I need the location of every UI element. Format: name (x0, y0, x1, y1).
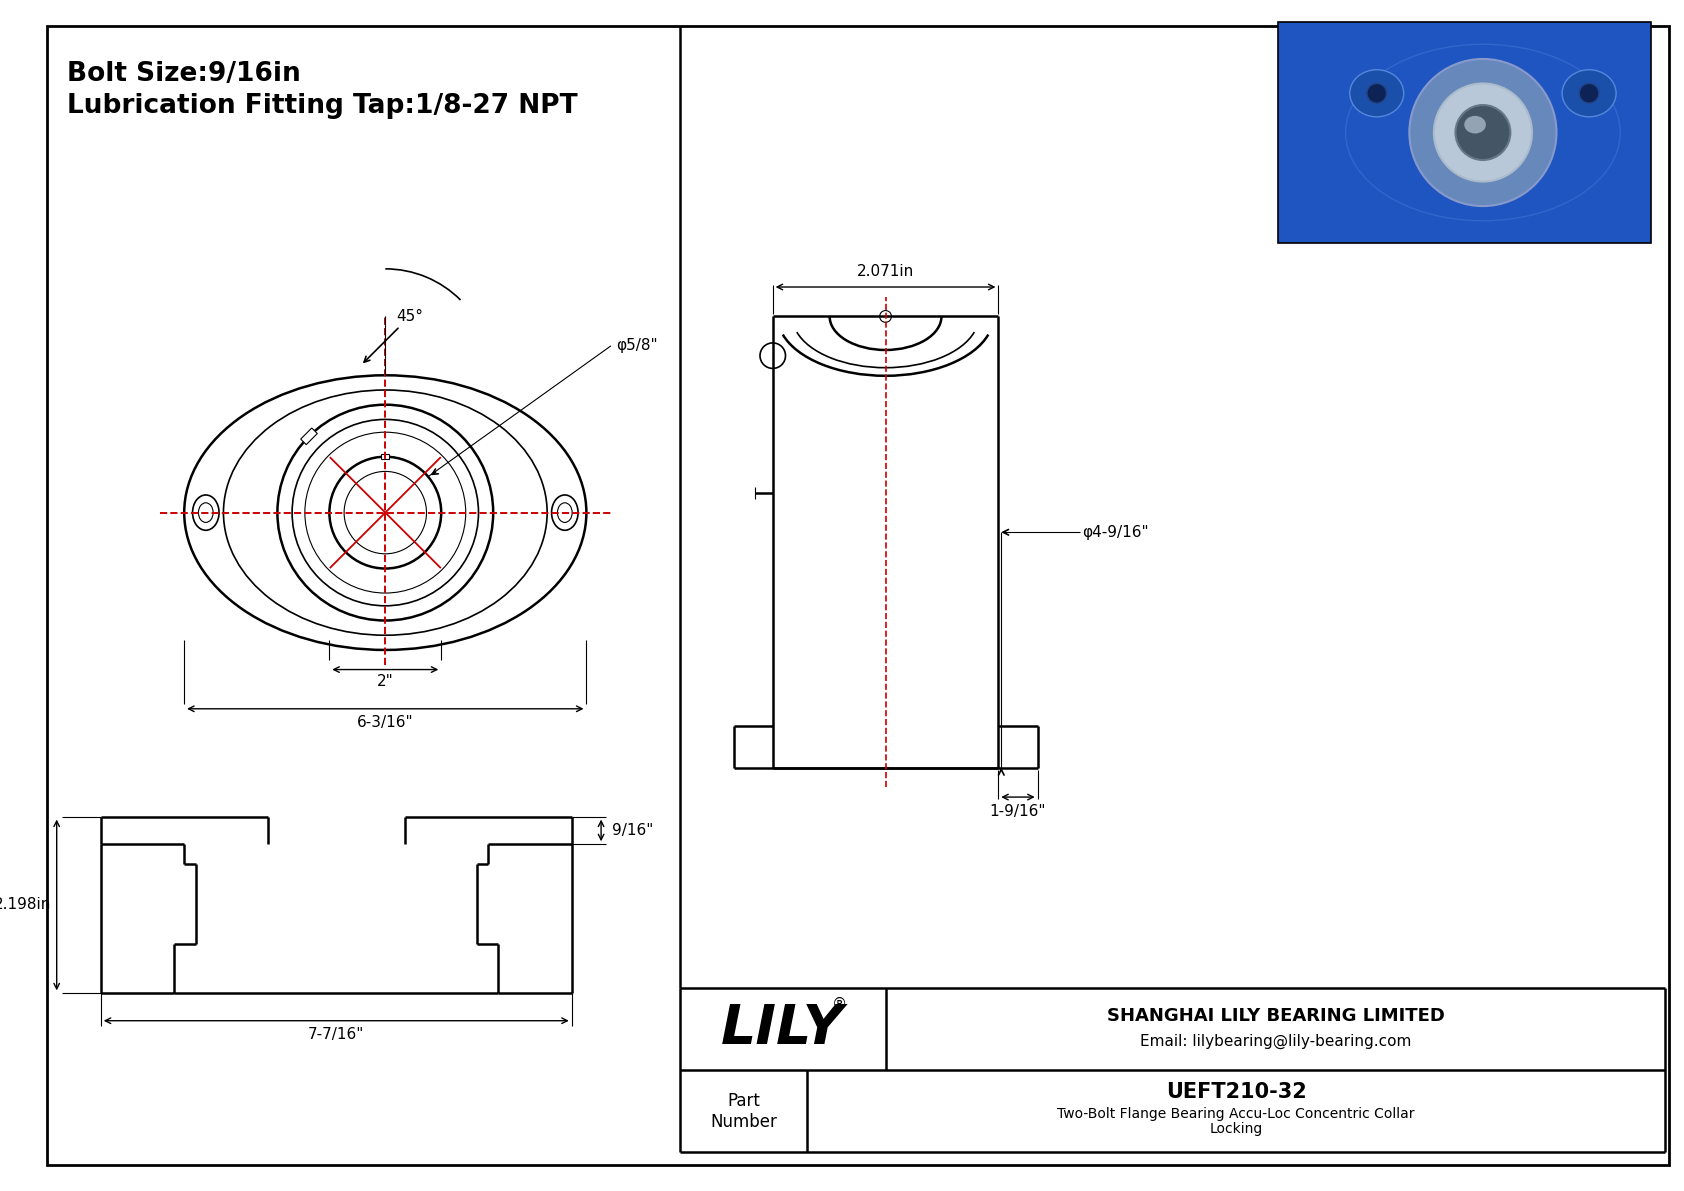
Text: LILY: LILY (721, 1003, 844, 1056)
Text: 2": 2" (377, 674, 394, 688)
Text: Two-Bolt Flange Bearing Accu-Loc Concentric Collar: Two-Bolt Flange Bearing Accu-Loc Concent… (1058, 1108, 1415, 1121)
Text: UEFT210-32: UEFT210-32 (1165, 1081, 1307, 1102)
Bar (301, 428, 317, 444)
Circle shape (1455, 105, 1511, 160)
Text: 7-7/16": 7-7/16" (308, 1027, 364, 1042)
Text: Bolt Size:9/16in: Bolt Size:9/16in (66, 62, 300, 87)
Text: Locking: Locking (1209, 1122, 1263, 1136)
Text: 2.198in: 2.198in (0, 898, 51, 912)
Circle shape (759, 343, 785, 368)
Circle shape (1410, 58, 1556, 206)
Text: ®: ® (832, 997, 847, 1012)
FancyBboxPatch shape (1278, 23, 1650, 243)
Text: Email: lilybearing@lily-bearing.com: Email: lilybearing@lily-bearing.com (1140, 1034, 1411, 1048)
Ellipse shape (1351, 70, 1404, 117)
Circle shape (1433, 83, 1532, 181)
Text: φ4-9/16": φ4-9/16" (1081, 525, 1148, 540)
Text: 45°: 45° (396, 308, 423, 324)
Text: 9/16": 9/16" (611, 823, 653, 838)
Bar (381, 454, 389, 459)
Text: Part
Number: Part Number (711, 1092, 776, 1130)
Ellipse shape (1346, 44, 1620, 220)
Text: 2.071in: 2.071in (857, 264, 914, 279)
Circle shape (879, 311, 891, 323)
Text: 6-3/16": 6-3/16" (357, 715, 414, 730)
Text: 1-9/16": 1-9/16" (990, 804, 1046, 819)
Circle shape (1580, 83, 1598, 104)
Text: φ5/8": φ5/8" (616, 338, 657, 354)
Ellipse shape (1465, 116, 1485, 133)
Text: Lubrication Fitting Tap:1/8-27 NPT: Lubrication Fitting Tap:1/8-27 NPT (66, 93, 578, 119)
Circle shape (1367, 83, 1386, 104)
Text: SHANGHAI LILY BEARING LIMITED: SHANGHAI LILY BEARING LIMITED (1106, 1006, 1445, 1024)
Ellipse shape (1563, 70, 1617, 117)
